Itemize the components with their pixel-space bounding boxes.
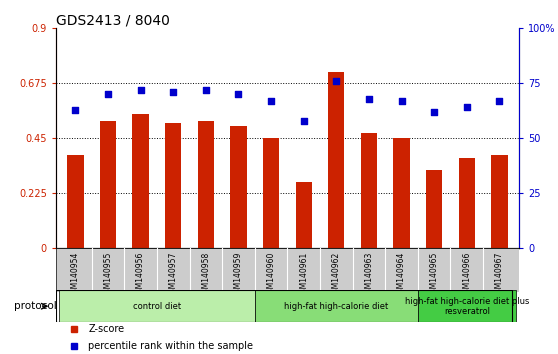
Bar [418,290,516,322]
Point [71,107,80,112]
Point [169,89,177,95]
Text: percentile rank within the sample: percentile rank within the sample [88,341,253,351]
Bar [491,155,508,248]
Bar [426,170,442,248]
Text: GSM140963: GSM140963 [364,251,373,298]
Text: high-fat high-calorie diet: high-fat high-calorie diet [284,302,388,311]
Text: GSM140957: GSM140957 [169,251,177,298]
Bar [230,126,247,248]
Text: GDS2413 / 8040: GDS2413 / 8040 [56,13,170,27]
Point [201,87,210,93]
Text: Z-score: Z-score [88,324,124,334]
Bar [296,182,312,248]
Text: GSM140960: GSM140960 [267,251,276,298]
Text: GSM140961: GSM140961 [299,251,308,298]
Point [462,104,471,110]
Bar [328,72,344,248]
Point [495,98,504,104]
Point [332,78,341,84]
Text: GSM140958: GSM140958 [201,251,210,298]
Text: GSM140956: GSM140956 [136,251,145,298]
Text: GSM140965: GSM140965 [430,251,439,298]
Text: GSM140966: GSM140966 [462,251,472,298]
Point [104,91,113,97]
Text: control diet: control diet [133,302,181,311]
Bar [165,124,181,248]
Bar [59,290,255,322]
Bar [100,121,116,248]
Text: GSM140959: GSM140959 [234,251,243,298]
Bar [255,290,418,322]
Text: GSM140955: GSM140955 [103,251,113,298]
Text: GSM140954: GSM140954 [71,251,80,298]
Bar [459,158,475,248]
Point [267,98,276,104]
Text: GSM140962: GSM140962 [332,251,341,298]
Text: protocol: protocol [14,301,57,311]
Bar [263,138,279,248]
Point [136,87,145,93]
Bar [132,114,149,248]
Point [397,98,406,104]
Bar [198,121,214,248]
Bar [67,155,84,248]
Bar [361,133,377,248]
Text: high-fat high-calorie diet plus
resveratrol: high-fat high-calorie diet plus resverat… [405,297,529,316]
Point [299,118,308,123]
Text: GSM140967: GSM140967 [495,251,504,298]
Point [234,91,243,97]
Bar [56,248,519,292]
Text: GSM140964: GSM140964 [397,251,406,298]
Bar [393,138,410,248]
Point [364,96,373,101]
Point [430,109,439,115]
